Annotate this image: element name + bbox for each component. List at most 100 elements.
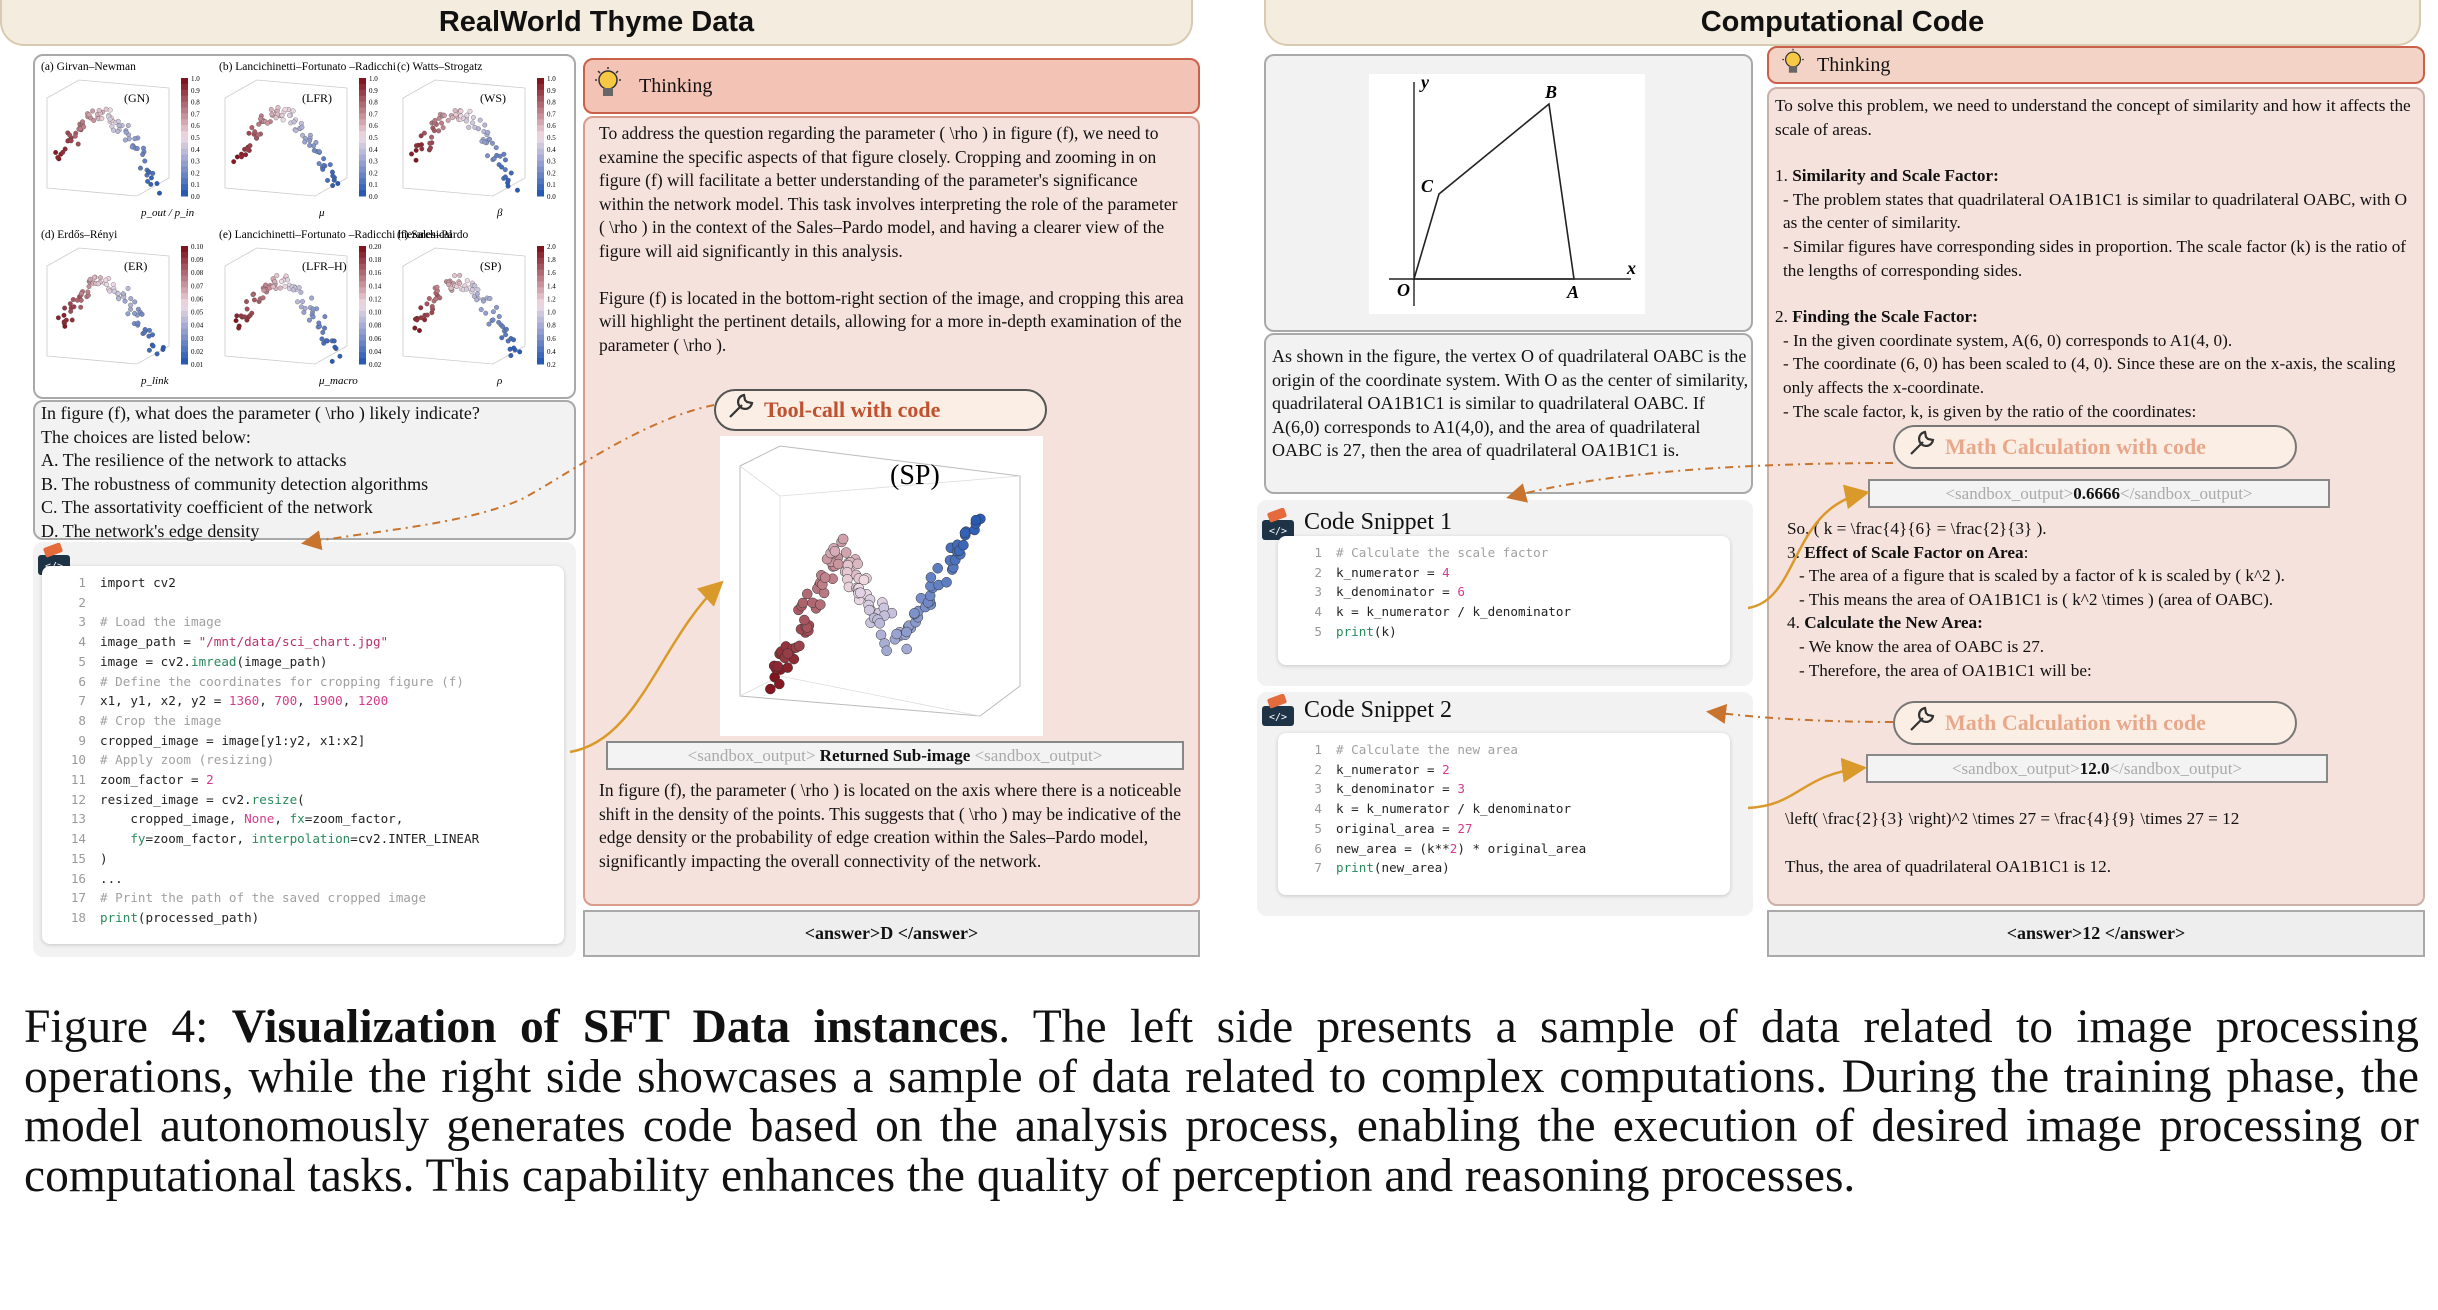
scatter-point [794,640,805,652]
scatter-point [116,123,122,129]
code-line: 5 print(k) [1314,623,1397,639]
step4-b: - Therefore, the area of OA1B1C1 will be… [1799,660,2092,680]
scatter-point [445,117,451,123]
scatter-point [490,140,495,146]
colorbar-segment [359,137,366,144]
code-line: 13 cropped_image, None, fx=zoom_factor, [70,811,404,827]
code-line: 10 # Apply zoom (resizing) [70,752,275,768]
scatter-point [115,129,121,134]
scatter-point [86,112,92,118]
scatter-point [439,120,444,126]
colorbar-segment [181,340,188,347]
scatter-point [765,683,776,695]
colorbar-segment [537,137,544,144]
scatter-point [881,645,892,656]
colorbar-segment [359,293,366,300]
scatter-point [86,284,92,289]
lightbulb-icon [591,66,625,106]
code-line: 11 zoom_factor = 2 [70,772,214,788]
code-line: 6 new_area = (k**2) * original_area [1314,840,1587,856]
scatter-point [60,149,66,155]
colorbar-tick: 0.06 [369,335,382,343]
scatter-point [472,283,478,289]
scatter-point [496,319,502,325]
colorbar-tick: 1.0 [547,75,556,83]
scatter-point [154,351,160,357]
scatter-point [53,150,59,155]
scatter-point [139,311,145,317]
scatter-point [440,125,446,131]
colorbar-tick: 0.01 [191,361,204,369]
scatter-point [486,321,492,327]
scatter-point [503,326,509,332]
scatter-point [499,335,505,341]
left-thinking-p2: Figure (f) is located in the bottom-righ… [599,287,1184,355]
colorbar-segment [359,358,366,365]
colorbar-segment [537,160,544,167]
step3-title: Effect of Scale Factor on Area [1804,542,2024,562]
colorbar-segment [359,101,366,108]
scatter-point [95,281,101,287]
scatter-point [970,514,982,526]
colorbar-tick: 0.14 [369,282,382,290]
colorbar-tick: 0.10 [369,309,382,317]
colorbar-tick: 0.16 [369,269,382,277]
colorbar-segment [537,101,544,108]
left-answer: <answer>D </answer> [804,923,979,943]
scatter-point [103,106,109,112]
scatter-point [122,298,128,304]
scatter-point [332,344,338,350]
colorbar-segment [181,293,188,300]
scatter-point [414,317,420,323]
scatter-point [837,533,849,545]
colorbar-segment [359,251,366,259]
panel-tag: (GN) [124,91,149,105]
scatter-point [487,136,492,142]
scatter-point [436,128,442,134]
panel-axis-label: β [496,207,503,219]
step1-head: 1. Similarity and Scale Factor: [1775,164,2420,188]
cube-frame [739,445,1021,717]
scatter-point [55,155,61,160]
scatter-point [482,139,488,145]
colorbar-segment [181,131,188,138]
colorbar-segment [181,190,188,197]
colorbar-tick: 1.0 [547,309,556,317]
scatter-point [421,130,427,136]
scatter-point [409,151,414,157]
colorbar-segment [181,172,188,179]
colorbar-segment [537,246,544,253]
problem-box: As shown in the figure, the vertex O of … [1264,333,1753,494]
code-line: 2 k_numerator = 4 [1314,564,1450,580]
colorbar-segment [181,346,188,353]
colorbar-tick: 0.0 [547,193,556,201]
scatter-point [441,113,447,118]
scatter-point [316,149,322,155]
scatter-point [104,282,110,287]
scatter-point [251,297,257,303]
scatter-point [55,315,61,321]
colorbar-segment [181,107,188,114]
colorbar-tick: 0.9 [191,87,200,95]
code-line: 9 cropped_image = image[y1:y2, x1:x2] [78,732,366,748]
scatter-point [417,328,422,333]
panel-axis-label: μ [318,207,325,219]
scatter-point [290,287,296,293]
scatter-point [774,678,785,690]
left-result-text: In figure (f), the parameter ( \rho ) is… [599,780,1182,871]
scatter-point [797,597,809,609]
colorbar-tick: 0.02 [191,348,204,356]
colorbar-segment [181,78,188,85]
scatter-point [132,299,138,305]
colorbar-segment [359,166,366,173]
colorbar-segment [537,131,544,138]
scatter-point [413,143,419,149]
colorbar-segment [537,358,544,365]
colorbar-segment [359,142,366,150]
step2-title: Finding the Scale Factor: [1792,307,1978,327]
colorbar-segment [359,107,366,114]
point-label-C: C [1421,176,1434,196]
panel-frame [402,247,526,365]
scatter-point [301,309,307,315]
code-line: 1 # Calculate the new area [1314,742,1518,757]
